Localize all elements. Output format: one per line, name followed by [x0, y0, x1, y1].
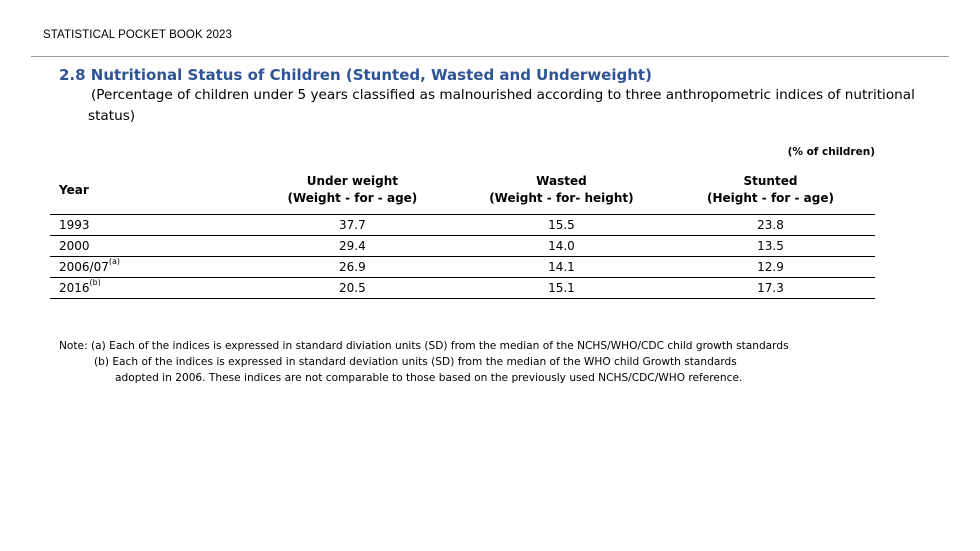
nutrition-table: Year Under weight (Weight - for - age) W…: [50, 166, 875, 299]
cell-stunted: 12.9: [665, 256, 875, 278]
cell-year: 2006/07(a): [50, 256, 248, 278]
header-wasted: Wasted (Weight - for- height): [457, 166, 666, 215]
header-underweight-line2: (Weight - for - age): [287, 191, 418, 205]
cell-year: 2016(b): [50, 277, 248, 299]
cell-stunted: 17.3: [665, 277, 875, 299]
cell-wasted: 15.5: [456, 214, 666, 236]
section-title: 2.8 Nutritional Status of Children (Stun…: [59, 66, 652, 84]
header-stunted-line1: Stunted: [743, 174, 798, 188]
cell-wasted: 15.1: [456, 277, 666, 299]
section-subtitle: (Percentage of children under 5 years cl…: [88, 87, 915, 124]
header-wasted-line1: Wasted: [536, 174, 587, 188]
note-b: (b) Each of the indices is expressed in …: [94, 356, 737, 368]
notes-block: Note: (a) Each of the indices is express…: [59, 338, 789, 386]
cell-year: 2000: [50, 235, 248, 257]
header-stunted: Stunted (Height - for - age): [666, 166, 875, 215]
cell-stunted: 13.5: [665, 235, 875, 257]
header-stunted-line2: (Height - for - age): [706, 191, 834, 205]
header-underweight-line1: Under weight: [306, 174, 399, 188]
cell-stunted: 23.8: [665, 214, 875, 236]
cell-underweight: 29.4: [247, 235, 457, 257]
header-divider: [31, 56, 949, 57]
note-b-continued: adopted in 2006. These indices are not c…: [115, 372, 743, 384]
cell-underweight: 26.9: [247, 256, 457, 278]
cell-underweight: 20.5: [247, 277, 457, 299]
cell-year: 1993: [50, 214, 248, 236]
table-row: 2006/07(a) 26.9 14.1 12.9: [50, 256, 875, 278]
note-a: Note: (a) Each of the indices is express…: [59, 340, 789, 352]
cell-wasted: 14.1: [456, 256, 666, 278]
header-underweight: Under weight (Weight - for - age): [248, 166, 457, 215]
unit-label: (% of children): [787, 146, 875, 158]
table-row: 1993 37.7 15.5 23.8: [50, 214, 875, 236]
header-wasted-line2: (Weight - for- height): [489, 191, 634, 205]
cell-wasted: 14.0: [456, 235, 666, 257]
header-year: Year: [59, 182, 89, 197]
table-header-row: Year Under weight (Weight - for - age) W…: [50, 166, 875, 215]
footnote-marker: (b): [89, 278, 101, 287]
footnote-marker: (a): [108, 257, 121, 266]
table-row: 2000 29.4 14.0 13.5: [50, 235, 875, 257]
document-header: STATISTICAL POCKET BOOK 2023: [43, 29, 232, 41]
cell-underweight: 37.7: [247, 214, 457, 236]
table-row: 2016(b) 20.5 15.1 17.3: [50, 277, 875, 299]
